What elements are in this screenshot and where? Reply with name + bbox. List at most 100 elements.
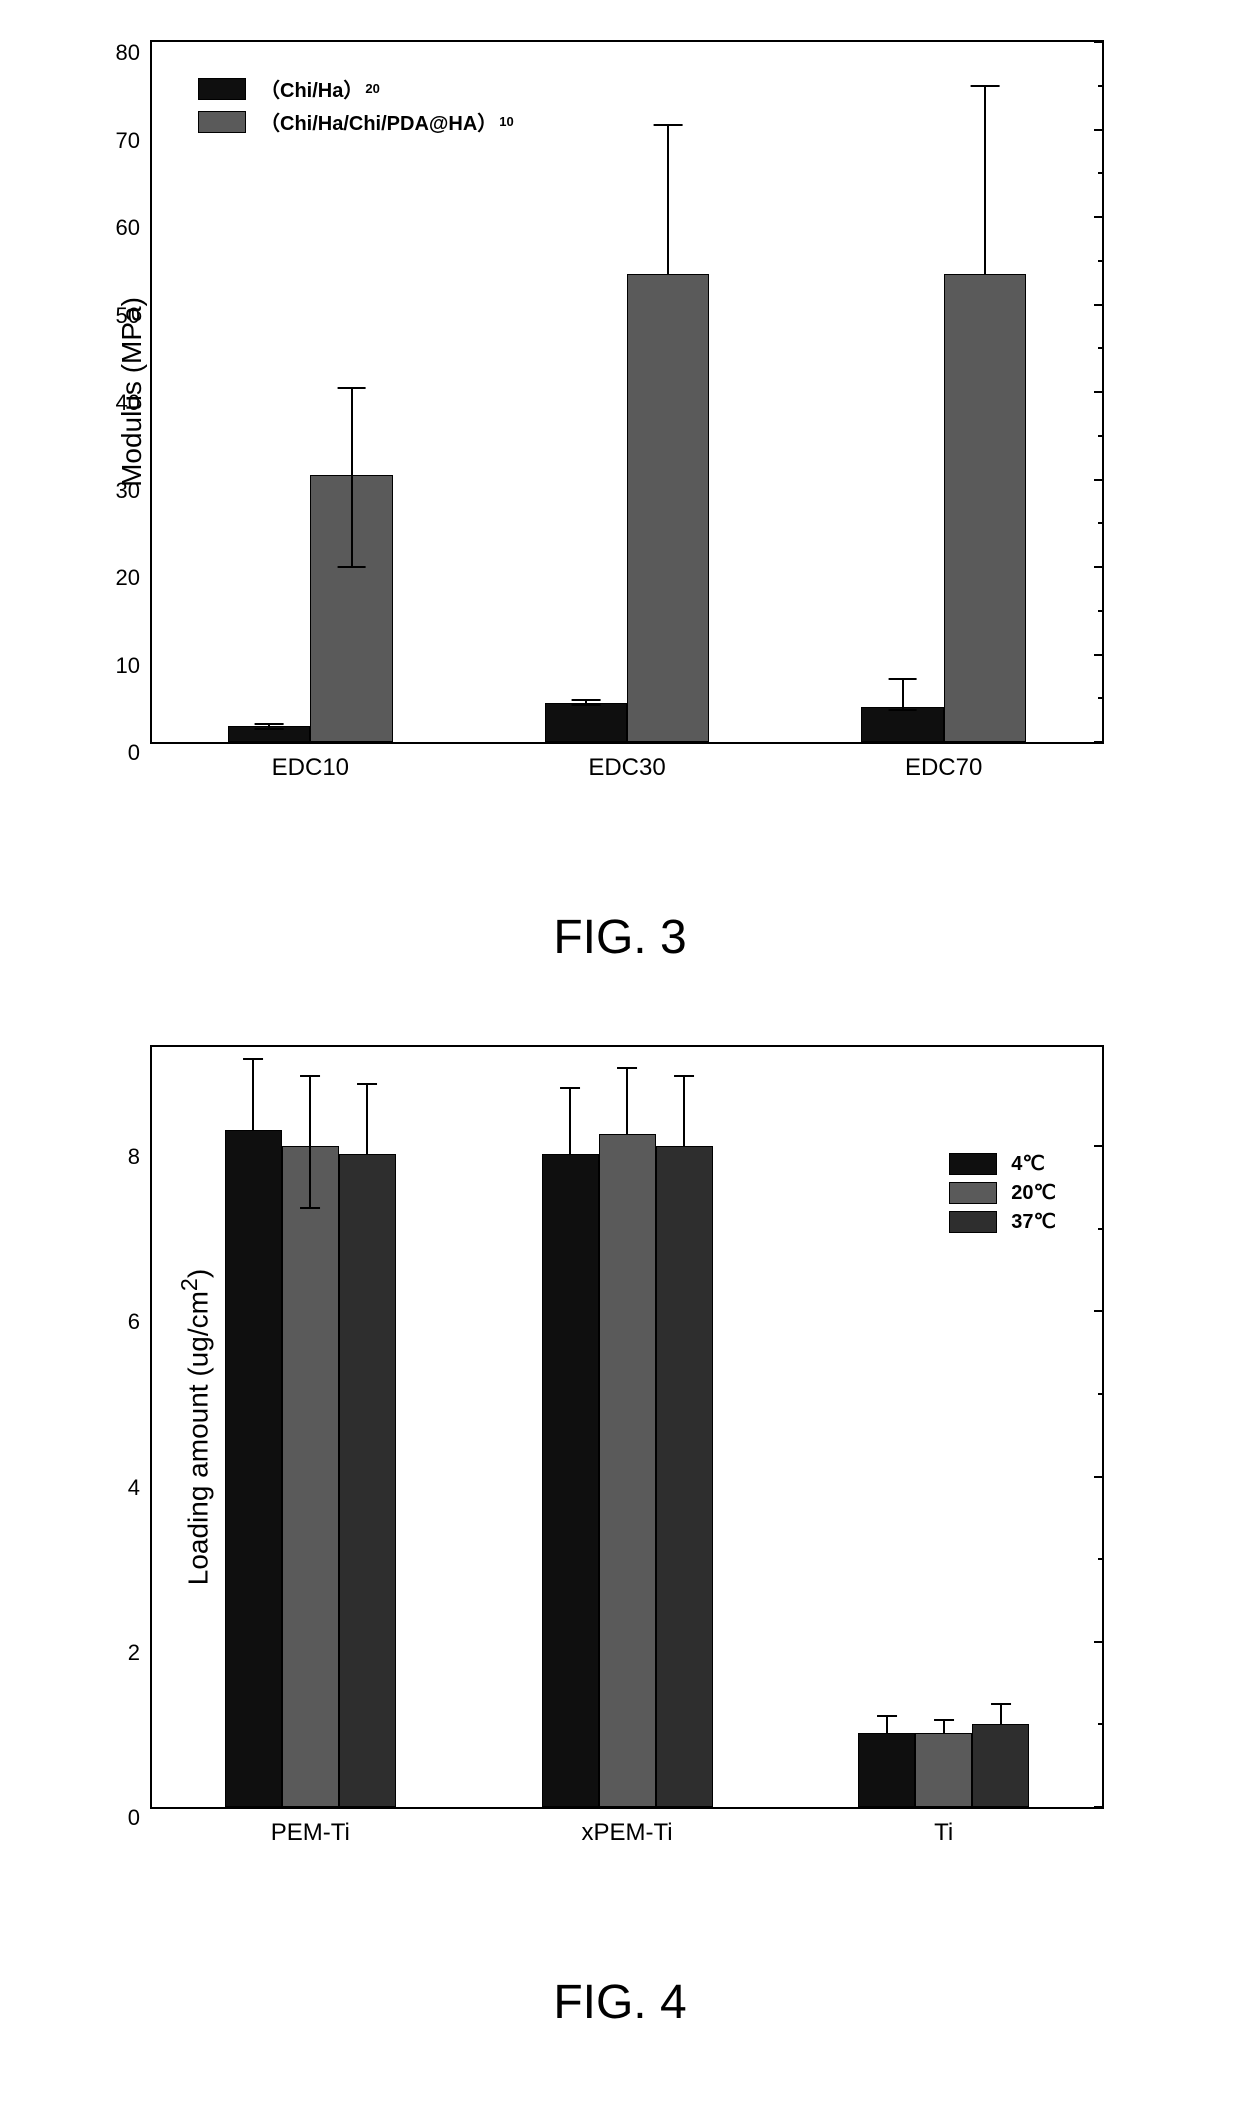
figure-3: 01020304050607080Modulus (MPa)EDC10EDC30… bbox=[20, 20, 1220, 965]
bar bbox=[915, 1733, 972, 1807]
legend-label: 4℃ bbox=[1011, 1151, 1045, 1176]
y-tick-mark bbox=[1094, 129, 1104, 131]
error-bar bbox=[902, 679, 904, 710]
error-cap bbox=[877, 1715, 897, 1717]
y-tick-label: 0 bbox=[128, 1805, 152, 1831]
bar bbox=[282, 1146, 339, 1807]
bar bbox=[627, 274, 709, 742]
y-tick-mark bbox=[1094, 304, 1104, 306]
y-tick-minor bbox=[1098, 435, 1104, 437]
y-tick-mark bbox=[1094, 391, 1104, 393]
legend-label: （Chi/Ha） bbox=[260, 74, 363, 103]
y-tick-label: 4 bbox=[128, 1475, 152, 1501]
legend-swatch bbox=[949, 1182, 997, 1204]
error-cap bbox=[300, 1075, 320, 1077]
error-cap bbox=[970, 85, 999, 87]
y-tick-mark bbox=[1094, 479, 1104, 481]
error-cap bbox=[991, 1703, 1011, 1705]
error-cap bbox=[674, 1075, 694, 1077]
error-bar bbox=[309, 1076, 311, 1208]
bar bbox=[972, 1724, 1029, 1807]
y-tick-label: 0 bbox=[128, 740, 152, 766]
bar bbox=[858, 1733, 915, 1807]
error-cap bbox=[300, 1207, 320, 1209]
legend-subscript: 10 bbox=[499, 114, 513, 129]
error-bar bbox=[943, 1720, 945, 1732]
error-bar bbox=[366, 1084, 368, 1154]
x-tick-label: Ti bbox=[934, 1807, 953, 1847]
y-tick-mark bbox=[1094, 216, 1104, 218]
bar bbox=[944, 274, 1026, 742]
y-tick-label: 60 bbox=[116, 215, 152, 241]
y-tick-mark bbox=[1094, 41, 1104, 43]
y-tick-minor bbox=[1098, 1393, 1104, 1395]
legend-item: 37℃ bbox=[949, 1209, 1056, 1234]
y-tick-minor bbox=[1098, 697, 1104, 699]
fig3-caption: FIG. 3 bbox=[20, 910, 1220, 965]
y-axis-label: Loading amount (ug/cm2) bbox=[176, 1269, 214, 1586]
fig4-chart: 02468Loading amount (ug/cm2)PEM-TixPEM-T… bbox=[20, 1025, 1220, 1905]
legend-label: （Chi/Ha/Chi/PDA@HA） bbox=[260, 107, 497, 136]
legend-label: 20℃ bbox=[1011, 1180, 1056, 1205]
error-cap bbox=[654, 124, 683, 126]
fig3-plot-area: 01020304050607080Modulus (MPa)EDC10EDC30… bbox=[150, 40, 1104, 744]
y-tick-mark bbox=[1094, 566, 1104, 568]
y-tick-mark bbox=[1094, 1476, 1104, 1478]
y-tick-label: 80 bbox=[116, 40, 152, 66]
x-tick-label: EDC10 bbox=[272, 742, 349, 782]
legend-item: 20℃ bbox=[949, 1180, 1056, 1205]
error-cap bbox=[617, 1067, 637, 1069]
error-bar bbox=[626, 1068, 628, 1134]
error-cap bbox=[357, 1083, 377, 1085]
bar bbox=[225, 1130, 282, 1807]
bar bbox=[861, 707, 943, 742]
error-bar bbox=[569, 1088, 571, 1154]
error-bar bbox=[351, 388, 353, 567]
legend-item: （Chi/Ha）20 bbox=[198, 74, 514, 103]
legend-swatch bbox=[198, 78, 246, 100]
error-bar bbox=[984, 86, 986, 274]
y-tick-minor bbox=[1098, 347, 1104, 349]
bar bbox=[542, 1154, 599, 1807]
error-cap bbox=[337, 566, 366, 568]
fig3-chart: 01020304050607080Modulus (MPa)EDC10EDC30… bbox=[20, 20, 1220, 840]
legend-item: 4℃ bbox=[949, 1151, 1056, 1176]
y-tick-mark bbox=[1094, 654, 1104, 656]
y-tick-label: 2 bbox=[128, 1640, 152, 1666]
y-tick-minor bbox=[1098, 522, 1104, 524]
y-tick-label: 10 bbox=[116, 653, 152, 679]
legend: （Chi/Ha）20 （Chi/Ha/Chi/PDA@HA）10 bbox=[182, 60, 530, 150]
fig4-caption: FIG. 4 bbox=[20, 1975, 1220, 2030]
y-tick-mark bbox=[1094, 1641, 1104, 1643]
y-tick-label: 20 bbox=[116, 565, 152, 591]
error-bar bbox=[683, 1076, 685, 1146]
bar bbox=[339, 1154, 396, 1807]
bar bbox=[656, 1146, 713, 1807]
error-cap bbox=[337, 387, 366, 389]
y-tick-minor bbox=[1098, 610, 1104, 612]
x-tick-label: PEM-Ti bbox=[271, 1807, 350, 1847]
error-cap bbox=[571, 699, 600, 701]
y-tick-label: 70 bbox=[116, 128, 152, 154]
x-tick-label: xPEM-Ti bbox=[581, 1807, 672, 1847]
legend-swatch bbox=[949, 1211, 997, 1233]
y-tick-minor bbox=[1098, 172, 1104, 174]
error-cap bbox=[560, 1087, 580, 1089]
error-bar bbox=[667, 125, 669, 274]
error-cap bbox=[255, 728, 284, 730]
error-bar bbox=[886, 1716, 888, 1733]
legend-subscript: 20 bbox=[365, 81, 379, 96]
legend: 4℃ 20℃ 37℃ bbox=[933, 1137, 1072, 1248]
error-bar bbox=[252, 1059, 254, 1129]
y-axis-label: Modulus (MPa) bbox=[116, 297, 148, 487]
legend-swatch bbox=[198, 111, 246, 133]
bar bbox=[545, 703, 627, 742]
y-tick-minor bbox=[1098, 1723, 1104, 1725]
legend-item: （Chi/Ha/Chi/PDA@HA）10 bbox=[198, 107, 514, 136]
x-tick-label: EDC70 bbox=[905, 742, 982, 782]
y-tick-mark bbox=[1094, 1310, 1104, 1312]
error-cap bbox=[934, 1719, 954, 1721]
y-tick-mark bbox=[1094, 1145, 1104, 1147]
legend-swatch bbox=[949, 1153, 997, 1175]
y-tick-minor bbox=[1098, 260, 1104, 262]
